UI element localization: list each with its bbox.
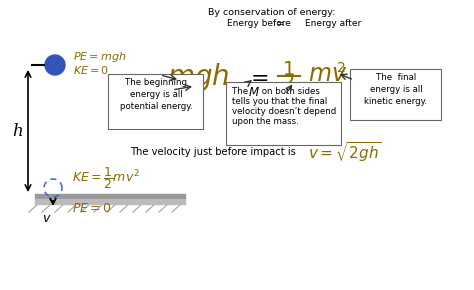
Text: $mv$: $mv$ <box>308 62 347 86</box>
Text: $v$: $v$ <box>42 212 52 225</box>
Text: By conservation of energy:: By conservation of energy: <box>208 8 336 17</box>
FancyBboxPatch shape <box>227 81 341 144</box>
Text: The: The <box>232 87 251 96</box>
Text: =: = <box>276 19 284 28</box>
Text: h: h <box>13 124 23 140</box>
Text: $PE = mgh$: $PE = mgh$ <box>73 50 127 64</box>
Text: The  final
energy is all
kinetic energy.: The final energy is all kinetic energy. <box>365 73 428 106</box>
Text: $2$: $2$ <box>282 74 294 92</box>
Text: $mgh$: $mgh$ <box>167 61 229 93</box>
Text: $2$: $2$ <box>336 61 346 75</box>
Text: $1$: $1$ <box>282 61 294 79</box>
Text: $=$: $=$ <box>246 67 268 87</box>
Text: upon the mass.: upon the mass. <box>232 117 299 126</box>
Text: $\mathbf{\mathit{M}}$: $\mathbf{\mathit{M}}$ <box>248 86 260 99</box>
Text: Energy before: Energy before <box>227 19 291 28</box>
Text: $KE = 0$: $KE = 0$ <box>73 64 109 76</box>
Text: velocity doesn’t depend: velocity doesn’t depend <box>232 107 336 116</box>
Text: $v = \sqrt{2gh}$: $v = \sqrt{2gh}$ <box>308 140 382 164</box>
Text: The velocity just before impact is: The velocity just before impact is <box>130 147 296 157</box>
Text: $PE = 0$: $PE = 0$ <box>72 202 112 215</box>
FancyBboxPatch shape <box>109 73 203 128</box>
Text: tells you that the final: tells you that the final <box>232 97 327 106</box>
Text: on both sides: on both sides <box>259 87 320 96</box>
Text: Energy after: Energy after <box>305 19 361 28</box>
FancyBboxPatch shape <box>350 68 441 119</box>
Circle shape <box>45 55 65 75</box>
Text: The beginning
energy is all
potential energy.: The beginning energy is all potential en… <box>119 78 192 111</box>
Text: $KE = \dfrac{1}{2}mv^2$: $KE = \dfrac{1}{2}mv^2$ <box>72 165 140 191</box>
